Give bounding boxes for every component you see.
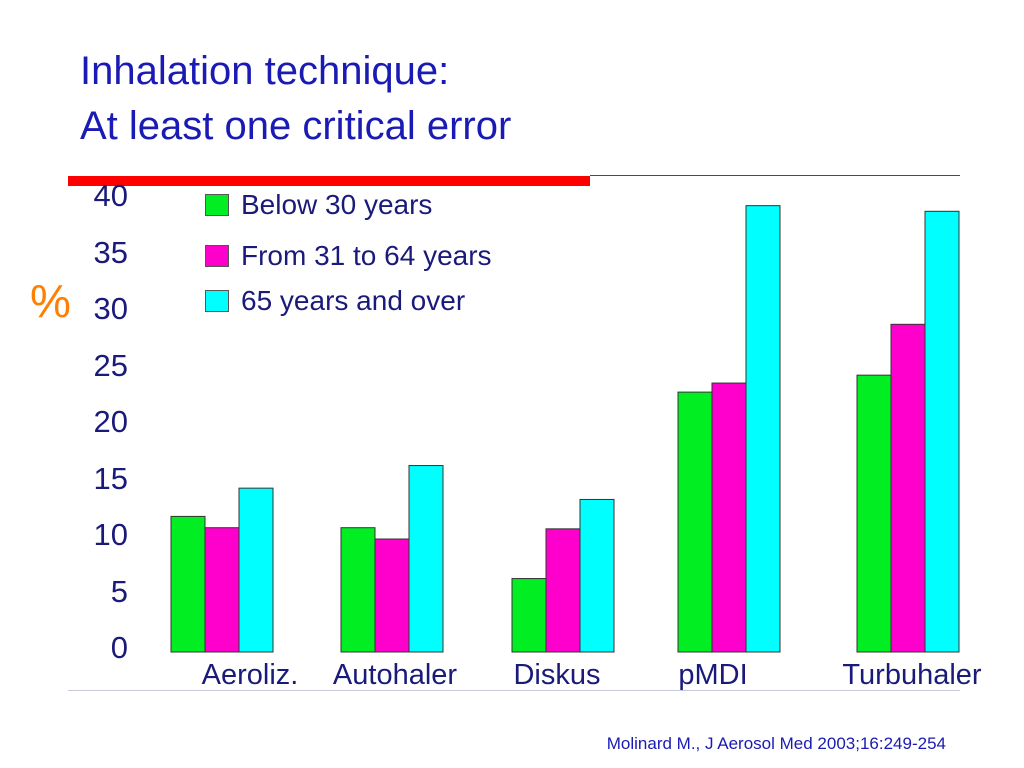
x-tick-label: pMDI: [678, 659, 748, 691]
y-axis-label: %: [30, 275, 71, 327]
y-tick-label: 5: [110, 573, 128, 609]
legend-label: From 31 to 64 years: [241, 240, 492, 271]
y-tick-label: 0: [110, 630, 128, 665]
y-tick-label: 20: [93, 404, 128, 439]
bar-autohaler-series-3: [408, 465, 444, 653]
bar-turbuhaler-series-3: [924, 210, 960, 653]
y-tick-label: 10: [93, 517, 128, 552]
x-tick-label: Turbuhaler: [842, 659, 982, 691]
x-tick-label: Diskus: [513, 659, 601, 691]
footer-rule: [68, 690, 960, 691]
y-tick-label: 30: [93, 291, 128, 326]
bar-autohaler-series-1: [340, 527, 376, 653]
legend-item: 65 years and over: [205, 285, 466, 316]
legend-item: From 31 to 64 years: [205, 240, 492, 271]
bar-aeroliz-series-3: [238, 487, 274, 653]
y-tick-label: 40: [93, 178, 128, 213]
legend-swatch: [205, 245, 229, 267]
accent-rule-thin: [590, 175, 960, 176]
title-line-1: Inhalation technique:: [80, 49, 450, 93]
y-tick-label: 25: [93, 347, 128, 383]
bar-aeroliz-series-1: [170, 515, 206, 653]
legend-label: 65 years and over: [241, 285, 466, 316]
legend-swatch: [205, 194, 229, 216]
slide-title: Inhalation technique: At least one criti…: [80, 44, 511, 154]
legend-label: Below 30 years: [241, 189, 433, 220]
citation: Molinard M., J Aerosol Med 2003;16:249-2…: [606, 734, 946, 753]
legend-swatch: [205, 290, 229, 312]
bar-turbuhaler-series-1: [856, 374, 892, 653]
title-line-2: At least one critical error: [80, 104, 512, 148]
bar-pmdi-series-3: [745, 205, 781, 653]
bar-turbuhaler-series-2: [890, 323, 926, 653]
bar-diskus-series-3: [579, 498, 615, 653]
x-tick-label: Autohaler: [332, 659, 458, 691]
bar-pmdi-series-1: [677, 391, 713, 653]
bar-diskus-series-1: [511, 578, 547, 653]
accent-rule: [68, 176, 590, 186]
bar-aeroliz-series-2: [204, 527, 240, 653]
bar-diskus-series-2: [545, 528, 581, 653]
bar-autohaler-series-2: [374, 538, 410, 653]
bar-pmdi-series-2: [711, 382, 747, 653]
legend-item: Below 30 years: [205, 189, 433, 220]
y-tick-label: 35: [93, 234, 128, 270]
x-tick-label: Aeroliz.: [201, 659, 299, 691]
y-tick-label: 15: [93, 460, 128, 496]
